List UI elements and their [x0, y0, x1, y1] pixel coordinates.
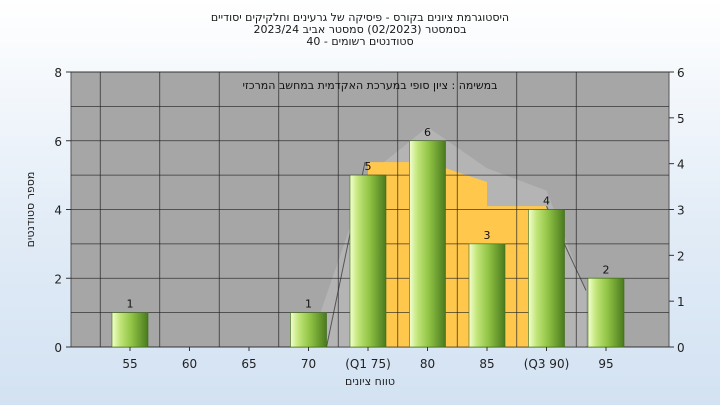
x-tick-label: (Q3 90) — [524, 357, 570, 371]
bar-value-label: 1 — [127, 298, 134, 311]
bar-55 — [111, 312, 149, 348]
x-tick-label: 70 — [301, 357, 316, 371]
bar-value-label: 2 — [603, 263, 610, 276]
bar-70 — [290, 312, 327, 348]
y2-tick-label: 2 — [677, 249, 685, 263]
y-tick-label: 8 — [54, 66, 62, 80]
chart-title-line-2: בסמסטר (02/2023) סמסטר אביב 2023/24 — [253, 23, 467, 36]
y2-tick-label: 6 — [677, 66, 685, 80]
x-tick-label: 65 — [241, 357, 256, 371]
x-tick-label: 85 — [479, 357, 494, 371]
y2-tick-label: 1 — [677, 295, 685, 309]
bar-value-label: 5 — [365, 160, 372, 173]
bar-(Q3 90) — [528, 209, 565, 348]
y2-tick-label: 5 — [677, 112, 685, 126]
y-tick-label: 0 — [54, 341, 62, 355]
x-tick-label: 95 — [598, 357, 613, 371]
x-tick-label: (Q1 75) — [345, 357, 391, 371]
y-axis-label: מספר סטודנטים — [24, 172, 37, 248]
x-tick-label: 80 — [420, 357, 435, 371]
y-tick-label: 6 — [54, 135, 62, 149]
x-tick-label: 60 — [182, 357, 197, 371]
x-axis-label: טווח ציונים — [345, 375, 395, 388]
bar-value-label: 3 — [484, 229, 491, 242]
chart-title-line-1: היסטוגרמת ציונים בקורס - פיסיקה של גרעינ… — [210, 11, 510, 24]
y2-tick-label: 0 — [677, 341, 685, 355]
y2-tick-label: 3 — [677, 204, 685, 218]
chart-annotation: במשימה : ציון סופי במערכת האקדמית במחשב … — [243, 79, 498, 92]
y-tick-label: 4 — [54, 204, 62, 218]
bar-80 — [409, 140, 446, 348]
y-tick-label: 2 — [54, 272, 62, 286]
chart-title-line-3: סטודנטים רשומים - 40 — [306, 35, 414, 48]
bar-85 — [468, 243, 506, 348]
bar-95 — [587, 277, 625, 348]
bar-value-label: 4 — [543, 195, 550, 208]
y2-tick-label: 4 — [677, 158, 685, 172]
bar-value-label: 1 — [305, 298, 312, 311]
x-tick-label: 55 — [122, 357, 137, 371]
bar-value-label: 6 — [424, 126, 431, 139]
bar-(Q1 75) — [349, 174, 387, 348]
